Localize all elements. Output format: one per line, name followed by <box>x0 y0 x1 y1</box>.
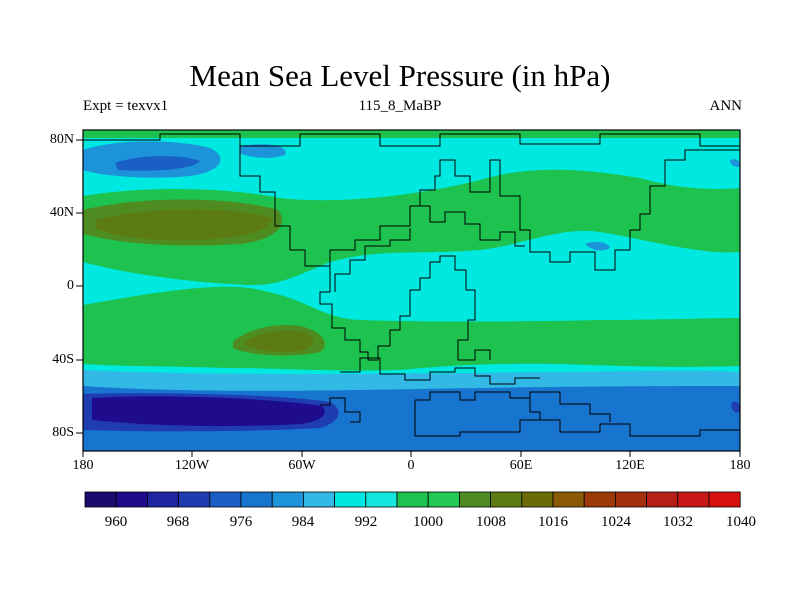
colorbar-swatch <box>490 491 523 508</box>
colorbar-swatch <box>240 491 273 508</box>
colorbar-label: 992 <box>354 514 378 530</box>
lon-tick-label: 120E <box>615 458 645 473</box>
colorbar-label: 1008 <box>476 514 506 530</box>
colorbar-label: 1040 <box>726 514 756 530</box>
lat-tick-label: 80N <box>49 132 74 147</box>
lon-tick-label: 180 <box>72 458 94 473</box>
lon-tick-label: 180 <box>729 458 751 473</box>
colorbar-swatch <box>583 491 616 508</box>
colorbar-swatch <box>615 491 648 508</box>
lon-tick-label: 60E <box>509 458 533 473</box>
colorbar-swatch <box>396 491 429 508</box>
lat-tick-label: 40N <box>49 205 74 220</box>
colorbar-swatch <box>115 491 148 508</box>
lon-tick-label: 0 <box>407 458 415 473</box>
colorbar-label: 976 <box>229 514 253 530</box>
colorbar-swatch <box>178 491 211 508</box>
colorbar <box>84 491 741 508</box>
period-label: 115_8_MaBP <box>358 98 442 114</box>
lat-tick-label: 0 <box>67 278 74 293</box>
chart-title: Mean Sea Level Pressure (in hPa) <box>189 58 611 93</box>
lon-tick-label: 60W <box>288 458 316 473</box>
colorbar-swatch <box>302 491 335 508</box>
colorbar-label: 968 <box>166 514 190 530</box>
colorbar-swatch <box>209 491 242 508</box>
colorbar-swatch <box>334 491 367 508</box>
colorbar-swatch <box>552 491 585 508</box>
colorbar-swatch <box>677 491 710 508</box>
colorbar-swatch <box>84 491 117 508</box>
colorbar-swatch <box>521 491 554 508</box>
colorbar-swatch <box>146 491 179 508</box>
pressure-field <box>83 130 740 451</box>
colorbar-label: 984 <box>291 514 315 530</box>
continent-outlines <box>83 133 740 437</box>
colorbar-label: 1024 <box>601 514 631 530</box>
colorbar-swatch <box>427 491 460 508</box>
lon-tick-label: 120W <box>174 458 210 473</box>
lat-tick-label: 40S <box>52 352 74 367</box>
colorbar-swatch <box>708 491 741 508</box>
axis-ticks <box>76 139 741 457</box>
colorbar-label: 1016 <box>538 514 568 530</box>
colorbar-swatch <box>646 491 679 508</box>
colorbar-swatch <box>458 491 491 508</box>
season-label: ANN <box>709 98 743 114</box>
colorbar-swatch <box>271 491 304 508</box>
lat-tick-label: 80S <box>52 425 74 440</box>
colorbar-swatch <box>365 491 398 508</box>
colorbar-label: 1000 <box>413 514 443 530</box>
experiment-label: Expt = texvx1 <box>83 98 169 114</box>
colorbar-label: 960 <box>104 514 128 530</box>
colorbar-label: 1032 <box>663 514 693 530</box>
